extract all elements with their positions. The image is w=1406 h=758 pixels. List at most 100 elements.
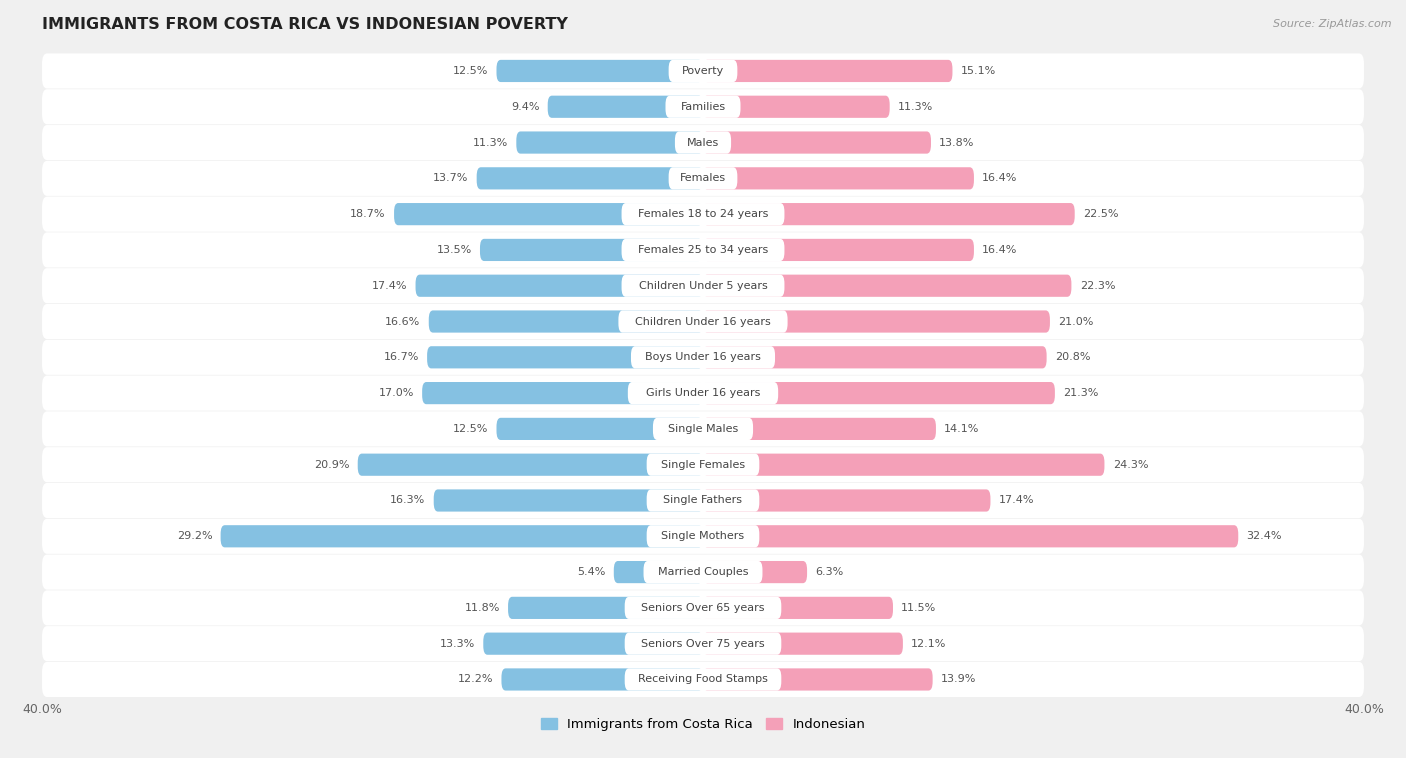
FancyBboxPatch shape: [516, 131, 703, 154]
FancyBboxPatch shape: [703, 597, 893, 619]
FancyBboxPatch shape: [394, 203, 703, 225]
Text: 17.0%: 17.0%: [378, 388, 413, 398]
Text: 22.5%: 22.5%: [1083, 209, 1118, 219]
FancyBboxPatch shape: [669, 168, 737, 190]
FancyBboxPatch shape: [703, 96, 890, 117]
Text: 5.4%: 5.4%: [576, 567, 606, 577]
FancyBboxPatch shape: [703, 382, 1054, 404]
FancyBboxPatch shape: [42, 555, 1364, 590]
Text: Boys Under 16 years: Boys Under 16 years: [645, 352, 761, 362]
Text: 11.3%: 11.3%: [898, 102, 934, 111]
Text: IMMIGRANTS FROM COSTA RICA VS INDONESIAN POVERTY: IMMIGRANTS FROM COSTA RICA VS INDONESIAN…: [42, 17, 568, 32]
Text: 16.3%: 16.3%: [391, 496, 426, 506]
Text: 16.7%: 16.7%: [384, 352, 419, 362]
Text: 20.9%: 20.9%: [314, 459, 350, 470]
FancyBboxPatch shape: [548, 96, 703, 117]
FancyBboxPatch shape: [496, 418, 703, 440]
Text: Seniors Over 65 years: Seniors Over 65 years: [641, 603, 765, 613]
FancyBboxPatch shape: [652, 418, 754, 440]
FancyBboxPatch shape: [433, 490, 703, 512]
Text: Children Under 16 years: Children Under 16 years: [636, 317, 770, 327]
FancyBboxPatch shape: [42, 304, 1364, 339]
FancyBboxPatch shape: [624, 597, 782, 619]
Text: Poverty: Poverty: [682, 66, 724, 76]
Text: 17.4%: 17.4%: [998, 496, 1035, 506]
Text: 13.8%: 13.8%: [939, 137, 974, 148]
Text: 21.3%: 21.3%: [1063, 388, 1098, 398]
FancyBboxPatch shape: [614, 561, 703, 583]
FancyBboxPatch shape: [508, 597, 703, 619]
FancyBboxPatch shape: [644, 561, 762, 583]
Text: Single Mothers: Single Mothers: [661, 531, 745, 541]
FancyBboxPatch shape: [42, 412, 1364, 446]
FancyBboxPatch shape: [703, 633, 903, 655]
Text: 32.4%: 32.4%: [1247, 531, 1282, 541]
FancyBboxPatch shape: [416, 274, 703, 297]
Text: Single Males: Single Males: [668, 424, 738, 434]
Text: 12.1%: 12.1%: [911, 639, 946, 649]
FancyBboxPatch shape: [703, 346, 1046, 368]
Text: Single Females: Single Females: [661, 459, 745, 470]
Text: Families: Families: [681, 102, 725, 111]
FancyBboxPatch shape: [703, 203, 1074, 225]
FancyBboxPatch shape: [42, 483, 1364, 518]
Text: Females 25 to 34 years: Females 25 to 34 years: [638, 245, 768, 255]
FancyBboxPatch shape: [42, 626, 1364, 661]
Text: Females 18 to 24 years: Females 18 to 24 years: [638, 209, 768, 219]
FancyBboxPatch shape: [429, 311, 703, 333]
FancyBboxPatch shape: [619, 311, 787, 333]
FancyBboxPatch shape: [675, 131, 731, 154]
Text: 13.3%: 13.3%: [440, 639, 475, 649]
FancyBboxPatch shape: [42, 125, 1364, 160]
FancyBboxPatch shape: [496, 60, 703, 82]
FancyBboxPatch shape: [42, 340, 1364, 375]
Text: Children Under 5 years: Children Under 5 years: [638, 280, 768, 291]
FancyBboxPatch shape: [477, 168, 703, 190]
FancyBboxPatch shape: [42, 268, 1364, 303]
FancyBboxPatch shape: [624, 633, 782, 655]
Text: 11.3%: 11.3%: [472, 137, 508, 148]
Text: 12.5%: 12.5%: [453, 424, 488, 434]
FancyBboxPatch shape: [42, 662, 1364, 697]
Text: 14.1%: 14.1%: [945, 424, 980, 434]
FancyBboxPatch shape: [647, 525, 759, 547]
FancyBboxPatch shape: [628, 382, 778, 404]
FancyBboxPatch shape: [703, 131, 931, 154]
Text: 22.3%: 22.3%: [1080, 280, 1115, 291]
FancyBboxPatch shape: [703, 239, 974, 261]
FancyBboxPatch shape: [42, 233, 1364, 268]
Text: 29.2%: 29.2%: [177, 531, 212, 541]
FancyBboxPatch shape: [42, 447, 1364, 482]
Text: 16.6%: 16.6%: [385, 317, 420, 327]
FancyBboxPatch shape: [631, 346, 775, 368]
FancyBboxPatch shape: [42, 161, 1364, 196]
FancyBboxPatch shape: [703, 525, 1239, 547]
Text: 13.9%: 13.9%: [941, 675, 976, 684]
FancyBboxPatch shape: [703, 168, 974, 190]
FancyBboxPatch shape: [665, 96, 741, 117]
FancyBboxPatch shape: [703, 311, 1050, 333]
Text: 16.4%: 16.4%: [983, 174, 1018, 183]
Text: 13.5%: 13.5%: [436, 245, 471, 255]
Text: Married Couples: Married Couples: [658, 567, 748, 577]
FancyBboxPatch shape: [703, 60, 952, 82]
FancyBboxPatch shape: [42, 518, 1364, 554]
Text: Girls Under 16 years: Girls Under 16 years: [645, 388, 761, 398]
FancyBboxPatch shape: [703, 453, 1105, 476]
FancyBboxPatch shape: [647, 490, 759, 512]
FancyBboxPatch shape: [669, 60, 737, 82]
FancyBboxPatch shape: [502, 669, 703, 691]
FancyBboxPatch shape: [42, 89, 1364, 124]
FancyBboxPatch shape: [703, 274, 1071, 297]
FancyBboxPatch shape: [621, 274, 785, 297]
Text: 13.7%: 13.7%: [433, 174, 468, 183]
FancyBboxPatch shape: [703, 669, 932, 691]
FancyBboxPatch shape: [624, 669, 782, 691]
FancyBboxPatch shape: [42, 196, 1364, 232]
Text: Receiving Food Stamps: Receiving Food Stamps: [638, 675, 768, 684]
Text: 17.4%: 17.4%: [371, 280, 408, 291]
Text: 12.2%: 12.2%: [458, 675, 494, 684]
Text: Source: ZipAtlas.com: Source: ZipAtlas.com: [1274, 19, 1392, 29]
FancyBboxPatch shape: [621, 239, 785, 261]
Text: 11.5%: 11.5%: [901, 603, 936, 613]
